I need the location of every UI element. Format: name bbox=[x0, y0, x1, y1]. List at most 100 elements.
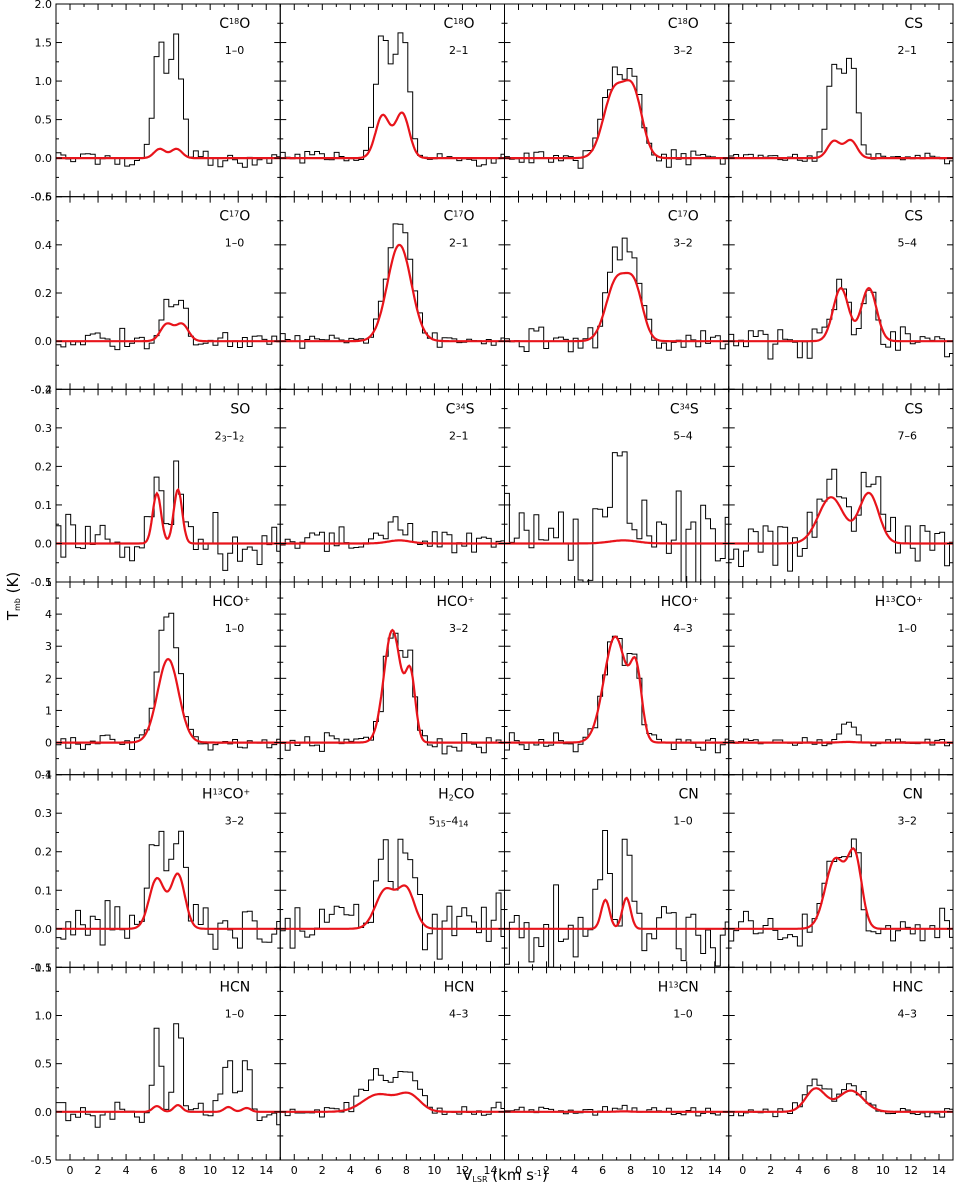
y-tick-label: -0.5 bbox=[31, 1154, 52, 1167]
molecule-label: H13CO+ bbox=[875, 594, 923, 610]
model-spectrum bbox=[56, 487, 281, 545]
x-tick-label: 4 bbox=[571, 1164, 578, 1177]
x-tick-label: 14 bbox=[483, 1164, 497, 1177]
y-tick-label: 0.0 bbox=[35, 335, 53, 348]
y-tick-label: -0.1 bbox=[31, 961, 52, 974]
y-tick-label: 0.0 bbox=[35, 537, 53, 550]
spectrum-panel: H13CO+ 1–0 bbox=[728, 581, 954, 776]
molecule-label: CN bbox=[903, 787, 923, 803]
transition-label: 2–1 bbox=[449, 237, 469, 250]
molecule-label: C18O bbox=[219, 16, 250, 32]
x-tick-label: 14 bbox=[259, 1164, 273, 1177]
model-spectrum bbox=[728, 1087, 953, 1113]
x-tick-label: 4 bbox=[347, 1164, 354, 1177]
y-tick-label: 0 bbox=[45, 737, 52, 750]
model-spectrum bbox=[728, 847, 953, 930]
x-tick-label: 12 bbox=[455, 1164, 469, 1177]
y-tick-label: -1 bbox=[41, 769, 52, 782]
molecule-label: CN bbox=[679, 787, 699, 803]
transition-label: 3–2 bbox=[449, 622, 469, 635]
x-tick-label: 0 bbox=[739, 1164, 746, 1177]
spectrum-panel: CN 3–2 bbox=[728, 774, 954, 968]
y-tick-label: 0.0 bbox=[35, 152, 53, 165]
x-tick-label: 4 bbox=[123, 1164, 130, 1177]
y-tick-label: -0.2 bbox=[31, 383, 52, 396]
y-tick-label: 0.4 bbox=[35, 239, 53, 252]
model-spectrum bbox=[504, 539, 729, 545]
spectrum-panel: CS 2–1 bbox=[728, 3, 954, 198]
panel-frame bbox=[728, 774, 954, 968]
y-tick-label: 1.5 bbox=[35, 37, 53, 50]
y-tick-label: 2 bbox=[45, 672, 52, 685]
y-tick-label: 0.4 bbox=[35, 383, 53, 396]
spectrum-panel: 0 2 4 6 8 10 12 14 H13CN 1–0 bbox=[504, 966, 730, 1177]
x-tick-label: 6 bbox=[375, 1164, 382, 1177]
y-tick-label: 0.5 bbox=[35, 1058, 53, 1071]
molecule-label: H13CN bbox=[658, 979, 699, 995]
transition-label: 4–3 bbox=[673, 622, 693, 635]
y-tick-label: 0.5 bbox=[35, 114, 53, 127]
model-spectrum bbox=[728, 286, 953, 343]
x-tick-label: 4 bbox=[795, 1164, 802, 1177]
x-axis-title: VLSR (km s-1) bbox=[462, 1166, 548, 1184]
x-tick-label: 12 bbox=[680, 1164, 694, 1177]
panel-frame bbox=[504, 581, 730, 776]
y-tick-label: 5 bbox=[45, 576, 52, 589]
molecule-label: HCO+ bbox=[661, 594, 699, 610]
y-axis-title: Tmb (K) bbox=[4, 572, 22, 621]
model-spectrum bbox=[56, 322, 281, 343]
panel-frame bbox=[728, 3, 954, 198]
x-tick-label: 6 bbox=[151, 1164, 158, 1177]
model-spectrum bbox=[280, 628, 505, 744]
observed-spectrum bbox=[504, 237, 729, 353]
observed-spectrum bbox=[504, 830, 729, 968]
observed-spectrum bbox=[280, 516, 505, 554]
molecule-label: C17O bbox=[444, 209, 475, 225]
model-spectrum bbox=[728, 491, 953, 545]
x-tick-label: 2 bbox=[543, 1164, 550, 1177]
model-spectrum bbox=[504, 896, 729, 930]
molecule-label: H13CO+ bbox=[202, 787, 250, 803]
spectrum-panel: -0.2 0.0 0.2 0.4 0.6 C17O 1–0 bbox=[31, 191, 281, 396]
transition-label: 515–414 bbox=[429, 815, 469, 829]
y-tick-label: 0.1 bbox=[35, 499, 53, 512]
model-spectrum bbox=[728, 740, 953, 744]
panel-frame bbox=[55, 388, 281, 583]
model-spectrum bbox=[280, 884, 505, 930]
y-tick-label: 1 bbox=[45, 704, 52, 717]
panel-frame bbox=[279, 196, 505, 390]
model-spectrum bbox=[728, 138, 953, 160]
observed-spectrum bbox=[56, 830, 281, 950]
y-tick-label: 0.0 bbox=[35, 1106, 53, 1119]
panel-frame bbox=[728, 388, 954, 583]
x-tick-label: 14 bbox=[932, 1164, 946, 1177]
transition-label: 1–0 bbox=[673, 815, 693, 828]
y-tick-label: 0.2 bbox=[35, 460, 53, 473]
y-tick-label: 0.1 bbox=[35, 884, 53, 897]
y-tick-label: 0.4 bbox=[35, 769, 53, 782]
x-tick-label: 10 bbox=[876, 1164, 890, 1177]
model-spectrum bbox=[280, 111, 505, 160]
spectrum-panel: C17O 2–1 bbox=[279, 196, 505, 390]
y-tick-label: 0.6 bbox=[35, 191, 53, 204]
spectrum-panel: C34S 2–1 bbox=[279, 388, 505, 583]
transition-label: 2–1 bbox=[898, 44, 918, 57]
x-tick-label: 10 bbox=[427, 1164, 441, 1177]
model-spectrum bbox=[56, 657, 281, 744]
transition-label: 3–2 bbox=[898, 815, 918, 828]
observed-spectrum bbox=[504, 635, 729, 754]
spectrum-panel: -0.1 0.0 0.1 0.2 0.3 0.4 SO 23–12 bbox=[31, 383, 281, 589]
transition-label: 1–0 bbox=[225, 237, 245, 250]
panel-frame bbox=[728, 581, 954, 776]
model-spectrum bbox=[56, 1103, 281, 1113]
observed-spectrum bbox=[280, 632, 505, 755]
panel-frame bbox=[728, 966, 954, 1161]
molecule-label: CS bbox=[904, 401, 923, 417]
observed-spectrum bbox=[504, 1104, 729, 1117]
y-tick-label: 1.0 bbox=[35, 1010, 53, 1023]
molecule-label: HNC bbox=[892, 979, 923, 995]
x-tick-label: 6 bbox=[823, 1164, 830, 1177]
observed-spectrum bbox=[280, 838, 505, 960]
transition-label: 3–2 bbox=[673, 44, 693, 57]
y-tick-label: -0.1 bbox=[31, 576, 52, 589]
